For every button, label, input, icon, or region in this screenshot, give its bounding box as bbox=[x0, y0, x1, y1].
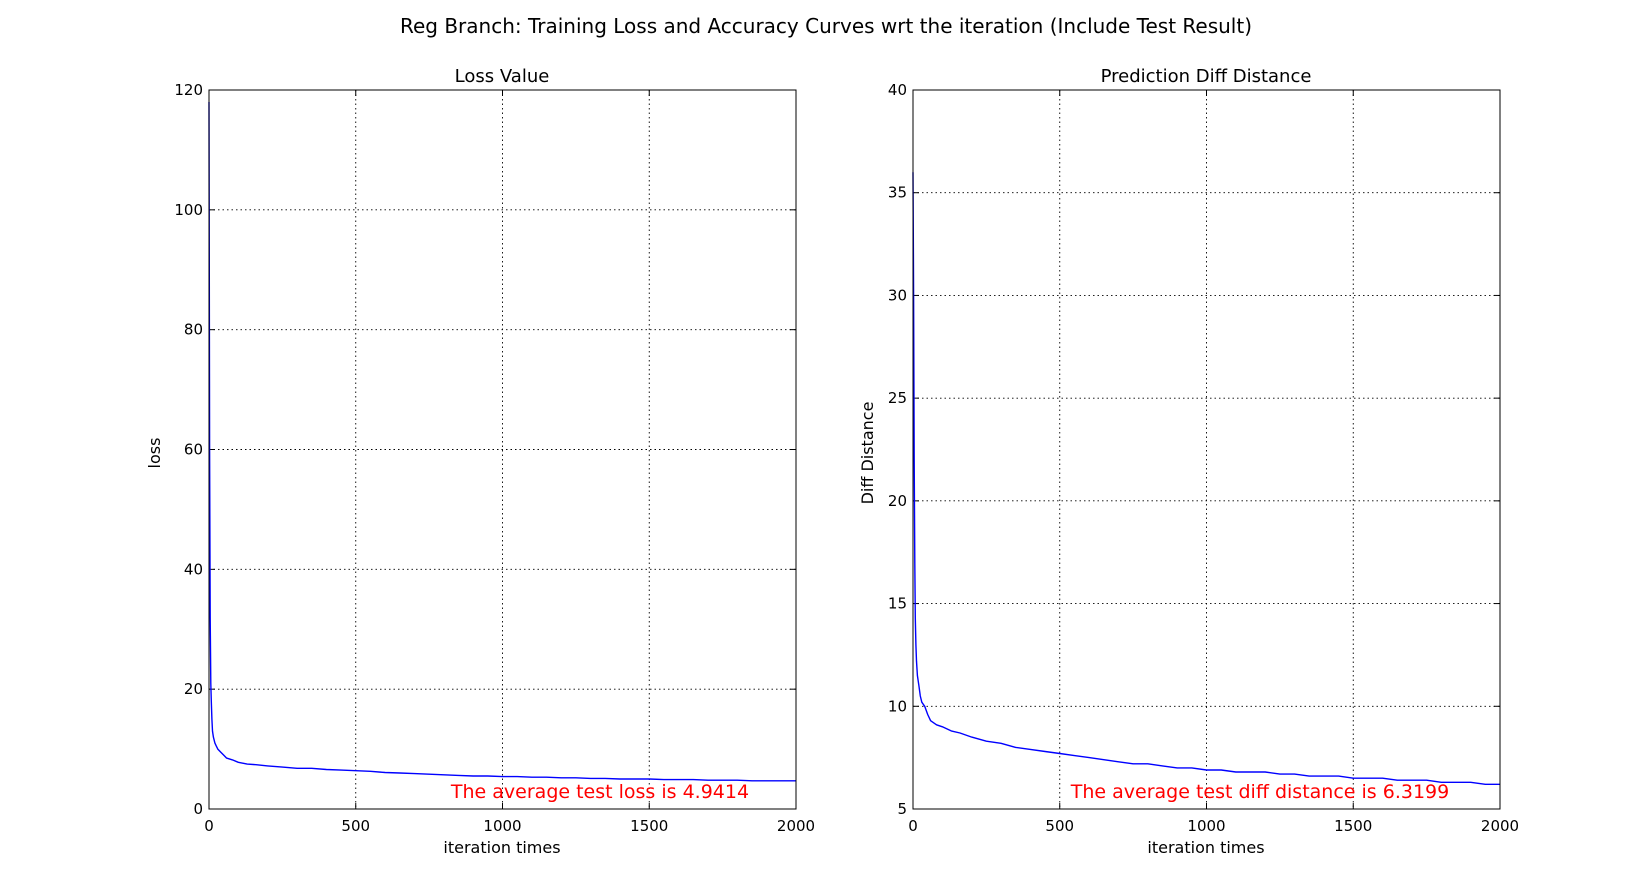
loss-plot-ytick-label: 40 bbox=[184, 560, 203, 578]
loss-plot-xtick-label: 500 bbox=[341, 817, 370, 835]
diff-distance-plot: Prediction Diff Distance iteration times… bbox=[858, 66, 1519, 857]
loss-plot-ticks: 0 500 1000 1500 2000 0 20 40 60 80 100 120 bbox=[174, 81, 815, 835]
loss-plot: Loss Value iteration times loss 0 500 1000… bbox=[145, 66, 815, 857]
diff-distance-plot-xlabel: iteration times bbox=[1147, 838, 1264, 857]
diff-distance-plot-ytick-label: 25 bbox=[888, 389, 907, 407]
loss-plot-xtick-label: 1500 bbox=[630, 817, 668, 835]
diff-distance-plot-series bbox=[912, 172, 1500, 785]
loss-plot-xtick-label: 1000 bbox=[483, 817, 521, 835]
loss-plot-ytick-label: 80 bbox=[184, 321, 203, 339]
loss-plot-ytick-label: 0 bbox=[193, 800, 203, 818]
diff-distance-plot-ytick-label: 30 bbox=[888, 286, 907, 304]
diff-distance-plot-ytick-label: 35 bbox=[888, 184, 907, 202]
diff-distance-plot-ytick-label: 5 bbox=[897, 800, 907, 818]
diff-distance-plot-xtick-label: 0 bbox=[908, 817, 918, 835]
diff-distance-plot-ytick-label: 20 bbox=[888, 492, 907, 510]
diff-distance-plot-ytick-label: 15 bbox=[888, 595, 907, 613]
loss-plot-ytick-label: 100 bbox=[174, 201, 203, 219]
loss-plot-series bbox=[208, 101, 796, 782]
diff-distance-plot-ticks: 0 500 1000 1500 2000 5 10 15 20 25 30 35 40 bbox=[888, 81, 1519, 835]
loss-plot-curve bbox=[208, 101, 796, 782]
loss-plot-ylabel: loss bbox=[145, 438, 164, 469]
diff-distance-plot-ytick-label: 10 bbox=[888, 697, 907, 715]
figure-title: Reg Branch: Training Loss and Accuracy C… bbox=[400, 14, 1252, 38]
loss-plot-annotation: The average test loss is 4.9414 bbox=[450, 781, 749, 803]
diff-distance-plot-frame bbox=[912, 89, 1501, 810]
diff-distance-plot-xtick-label: 1000 bbox=[1187, 817, 1225, 835]
diff-distance-plot-gridlines bbox=[913, 90, 1500, 809]
diff-distance-plot-title: Prediction Diff Distance bbox=[1101, 66, 1312, 87]
loss-plot-ytick-label: 60 bbox=[184, 441, 203, 459]
loss-plot-ytick-label: 120 bbox=[174, 81, 203, 99]
loss-plot-ytick-label: 20 bbox=[184, 680, 203, 698]
diff-distance-plot-xtick-label: 1500 bbox=[1334, 817, 1372, 835]
loss-plot-frame bbox=[208, 89, 797, 810]
loss-plot-xtick-label: 0 bbox=[204, 817, 214, 835]
diff-distance-plot-xtick-label: 2000 bbox=[1481, 817, 1519, 835]
diff-distance-plot-ylabel: Diff Distance bbox=[858, 402, 877, 505]
diff-distance-plot-ytick-label: 40 bbox=[888, 81, 907, 99]
diff-distance-plot-curve bbox=[912, 172, 1500, 785]
loss-plot-gridlines bbox=[209, 90, 796, 809]
loss-plot-xtick-label: 2000 bbox=[777, 817, 815, 835]
loss-plot-title: Loss Value bbox=[455, 66, 550, 87]
diff-distance-plot-annotation: The average test diff distance is 6.3199 bbox=[1070, 781, 1449, 803]
diff-distance-plot-xtick-label: 500 bbox=[1045, 817, 1074, 835]
loss-plot-xlabel: iteration times bbox=[443, 838, 560, 857]
